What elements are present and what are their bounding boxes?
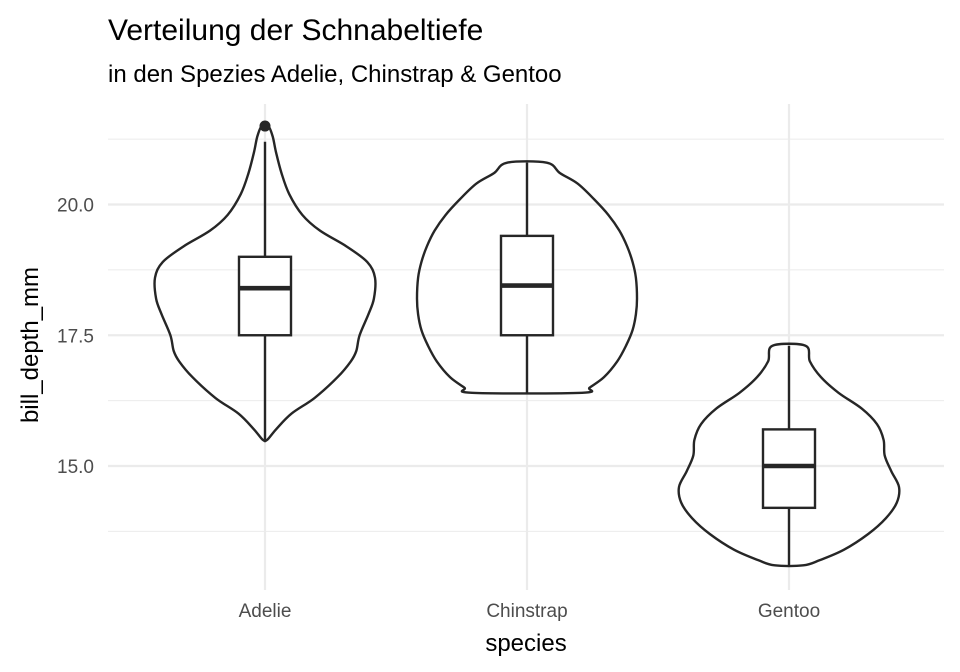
boxplots (237, 120, 817, 566)
chart-subtitle: in den Spezies Adelie, Chinstrap & Gento… (108, 61, 562, 88)
x-axis-title: species (485, 630, 566, 657)
y-tick-label: 17.5 (57, 326, 94, 347)
outlier-adelie (259, 120, 271, 132)
box-gentoo (761, 428, 817, 510)
box-adelie (237, 255, 293, 337)
x-tick-label: Gentoo (758, 601, 820, 622)
y-tick-label: 15.0 (57, 457, 94, 478)
violin-chinstrap (415, 160, 639, 395)
x-tick-labels: Adelie Chinstrap Gentoo (239, 601, 821, 622)
x-tick-label: Chinstrap (486, 601, 567, 622)
y-tick-label: 20.0 (57, 196, 94, 217)
violin-gentoo (677, 342, 901, 568)
y-axis-title: bill_depth_mm (17, 267, 44, 423)
chart-title: Verteilung der Schnabeltiefe (108, 14, 483, 47)
y-tick-labels: 15.0 17.5 20.0 (57, 196, 94, 479)
x-tick-label: Adelie (239, 601, 292, 622)
